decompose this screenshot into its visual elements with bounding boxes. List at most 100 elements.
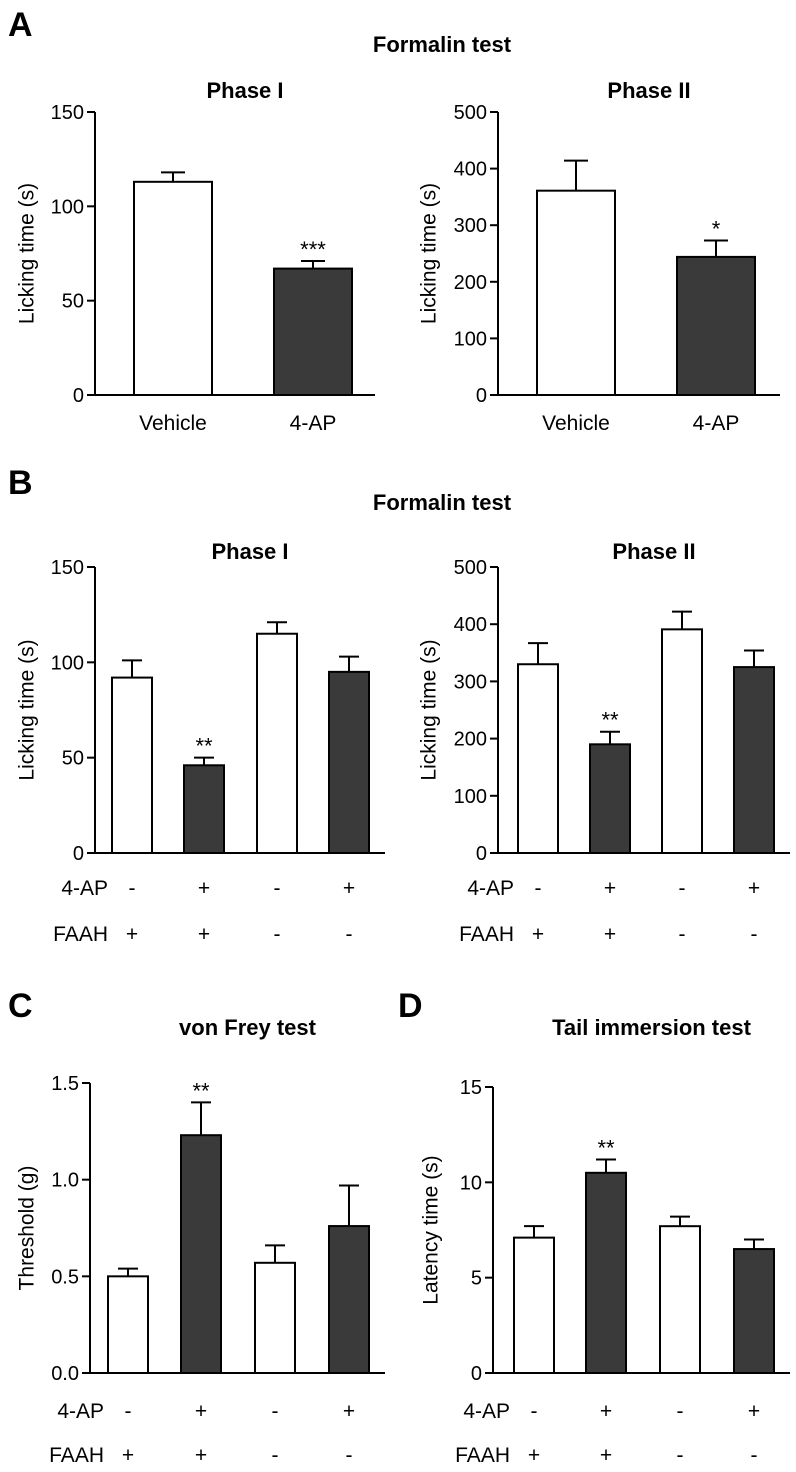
y-tick-label: 50 — [62, 748, 84, 770]
category-label: Vehicle — [542, 412, 610, 435]
bar — [256, 632, 298, 854]
y-axis-label: Threshold (g) — [15, 1166, 38, 1291]
condition-label-4ap: 4-AP — [463, 1400, 510, 1423]
significance-label: *** — [300, 237, 326, 262]
y-tick-label: 1.0 — [51, 1170, 79, 1192]
condition-label-faah: FAAH — [455, 1444, 510, 1467]
panel-letter-c: C — [8, 987, 33, 1025]
chart-b-phase-2: Phase II Licking time (s) 0 100 200 300 400 500… — [417, 539, 790, 946]
y-tick-label: 0 — [476, 385, 487, 407]
bar — [733, 666, 775, 854]
condition-sign: - — [535, 877, 542, 900]
y-tick-label: 300 — [454, 215, 487, 237]
y-axis-label: Licking time (s) — [417, 183, 440, 324]
chart-title: Phase I — [211, 539, 288, 564]
y-tick-label: 500 — [454, 102, 487, 124]
y-tick-label: 0 — [471, 1363, 482, 1385]
condition-sign: + — [600, 1400, 612, 1423]
bar — [676, 255, 756, 396]
condition-sign: - — [274, 877, 281, 900]
condition-sign: - — [679, 877, 686, 900]
condition-sign: + — [198, 877, 210, 900]
y-tick-label: 400 — [454, 159, 487, 181]
y-tick-label: 400 — [454, 614, 487, 636]
condition-sign: - — [751, 923, 758, 946]
chart-a-phase-2: Phase II Licking time (s) 0 100 200 300 400 500… — [417, 78, 780, 435]
condition-sign: - — [679, 923, 686, 946]
category-label: 4-AP — [693, 412, 740, 435]
significance-label: ** — [192, 1078, 210, 1103]
condition-label-4ap: 4-AP — [57, 1400, 104, 1423]
condition-sign: - — [125, 1400, 132, 1423]
condition-label-4ap: 4-AP — [61, 877, 108, 900]
chart-a-phase-1: Phase I Licking time (s) 0 50 100 150 Vehicle *… — [15, 78, 375, 435]
bar — [536, 189, 616, 396]
bar — [133, 180, 213, 396]
y-tick-label: 5 — [471, 1268, 482, 1290]
condition-sign: - — [677, 1400, 684, 1423]
bar — [513, 1236, 555, 1375]
condition-sign: + — [748, 877, 760, 900]
y-tick-label: 0 — [476, 843, 487, 865]
bar — [659, 1225, 701, 1374]
condition-label-faah: FAAH — [53, 923, 108, 946]
condition-label-4ap: 4-AP — [467, 877, 514, 900]
panel-letter-d: D — [398, 987, 423, 1025]
group-title-b: Formalin test — [373, 490, 512, 515]
y-tick-label: 100 — [51, 652, 84, 674]
y-tick-label: 100 — [454, 786, 487, 808]
y-tick-label: 150 — [51, 557, 84, 579]
y-tick-label: 100 — [51, 196, 84, 218]
group-title-a: Formalin test — [373, 32, 512, 57]
condition-sign: + — [528, 1444, 540, 1467]
y-tick-label: 1.5 — [51, 1073, 79, 1095]
significance-label: ** — [597, 1135, 615, 1160]
bar — [254, 1261, 296, 1375]
chart-c-von-frey: von Frey test Threshold (g) 0.0 0.5 1.0 1.5 **… — [15, 1015, 385, 1467]
bar — [589, 743, 631, 855]
bar — [517, 663, 559, 854]
y-tick-label: 10 — [460, 1172, 482, 1194]
y-axis-label: Licking time (s) — [15, 639, 38, 780]
chart-title: Phase II — [607, 78, 690, 103]
condition-sign: - — [272, 1400, 279, 1423]
condition-sign: - — [274, 923, 281, 946]
condition-sign: + — [343, 1400, 355, 1423]
y-axis-label: Licking time (s) — [417, 639, 440, 780]
condition-sign: + — [122, 1444, 134, 1467]
y-tick-label: 100 — [454, 328, 487, 350]
condition-sign: + — [604, 877, 616, 900]
chart-title: Phase I — [206, 78, 283, 103]
bar — [733, 1248, 775, 1374]
panel-letter-a: A — [8, 6, 33, 44]
y-tick-label: 200 — [454, 272, 487, 294]
condition-label-faah: FAAH — [459, 923, 514, 946]
condition-sign: - — [346, 923, 353, 946]
category-label: Vehicle — [139, 412, 207, 435]
bar — [107, 1275, 149, 1375]
condition-sign: + — [748, 1400, 760, 1423]
category-label: 4-AP — [290, 412, 337, 435]
y-tick-label: 150 — [51, 102, 84, 124]
condition-label-faah: FAAH — [49, 1444, 104, 1467]
significance-label: ** — [601, 708, 619, 733]
bar — [328, 670, 370, 854]
bar — [585, 1171, 627, 1375]
condition-sign: + — [198, 923, 210, 946]
bar — [661, 628, 703, 855]
bar — [273, 267, 353, 396]
significance-label: ** — [195, 734, 213, 759]
condition-sign: + — [604, 923, 616, 946]
condition-sign: + — [195, 1444, 207, 1467]
condition-sign: - — [346, 1444, 353, 1467]
condition-sign: - — [272, 1444, 279, 1467]
condition-sign: + — [343, 877, 355, 900]
condition-sign: + — [126, 923, 138, 946]
condition-sign: - — [129, 877, 136, 900]
significance-label: * — [712, 216, 721, 241]
y-tick-label: 200 — [454, 729, 487, 751]
y-tick-label: 15 — [460, 1077, 482, 1099]
chart-title: Tail immersion test — [552, 1015, 752, 1040]
